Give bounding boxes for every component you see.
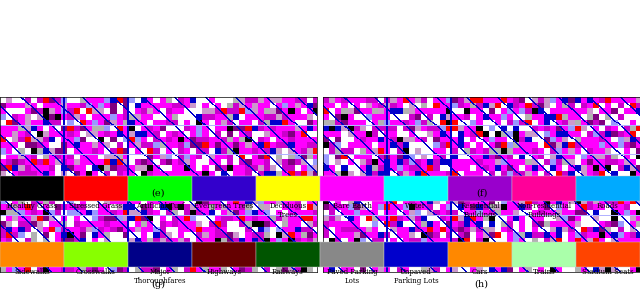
Text: Paved Parking
Lots: Paved Parking Lots [326,268,378,285]
Text: Artificial Turf: Artificial Turf [136,202,184,210]
Text: (h): (h) [475,280,488,289]
Text: (e): (e) [152,189,165,198]
Text: Railways: Railways [272,268,304,276]
Text: (g): (g) [152,280,165,289]
Text: Stadium Seats: Stadium Seats [582,268,634,276]
Text: Highways: Highways [207,268,241,276]
Text: Non-residential
Buildings: Non-residential Buildings [516,202,572,219]
Text: Sidewalks: Sidewalks [14,268,50,276]
Text: (f): (f) [476,189,487,198]
Text: Unpaved
Parking Lots: Unpaved Parking Lots [394,268,438,285]
Text: Evergreen Trees: Evergreen Trees [195,202,253,210]
Text: Deciduous
Trees: Deciduous Trees [269,202,307,219]
Text: Bare Earth: Bare Earth [333,202,371,210]
Text: Roads: Roads [597,202,619,210]
Text: Trains: Trains [532,268,556,276]
Text: Crosswalks: Crosswalks [76,268,116,276]
Text: Healthy Grass: Healthy Grass [7,202,57,210]
Text: Residential
Buildings: Residential Buildings [460,202,500,219]
Text: Cars: Cars [472,268,488,276]
Text: Major
Thoroughfares: Major Thoroughfares [134,268,186,285]
Text: Stressed Grass: Stressed Grass [69,202,123,210]
Text: Water: Water [405,202,427,210]
